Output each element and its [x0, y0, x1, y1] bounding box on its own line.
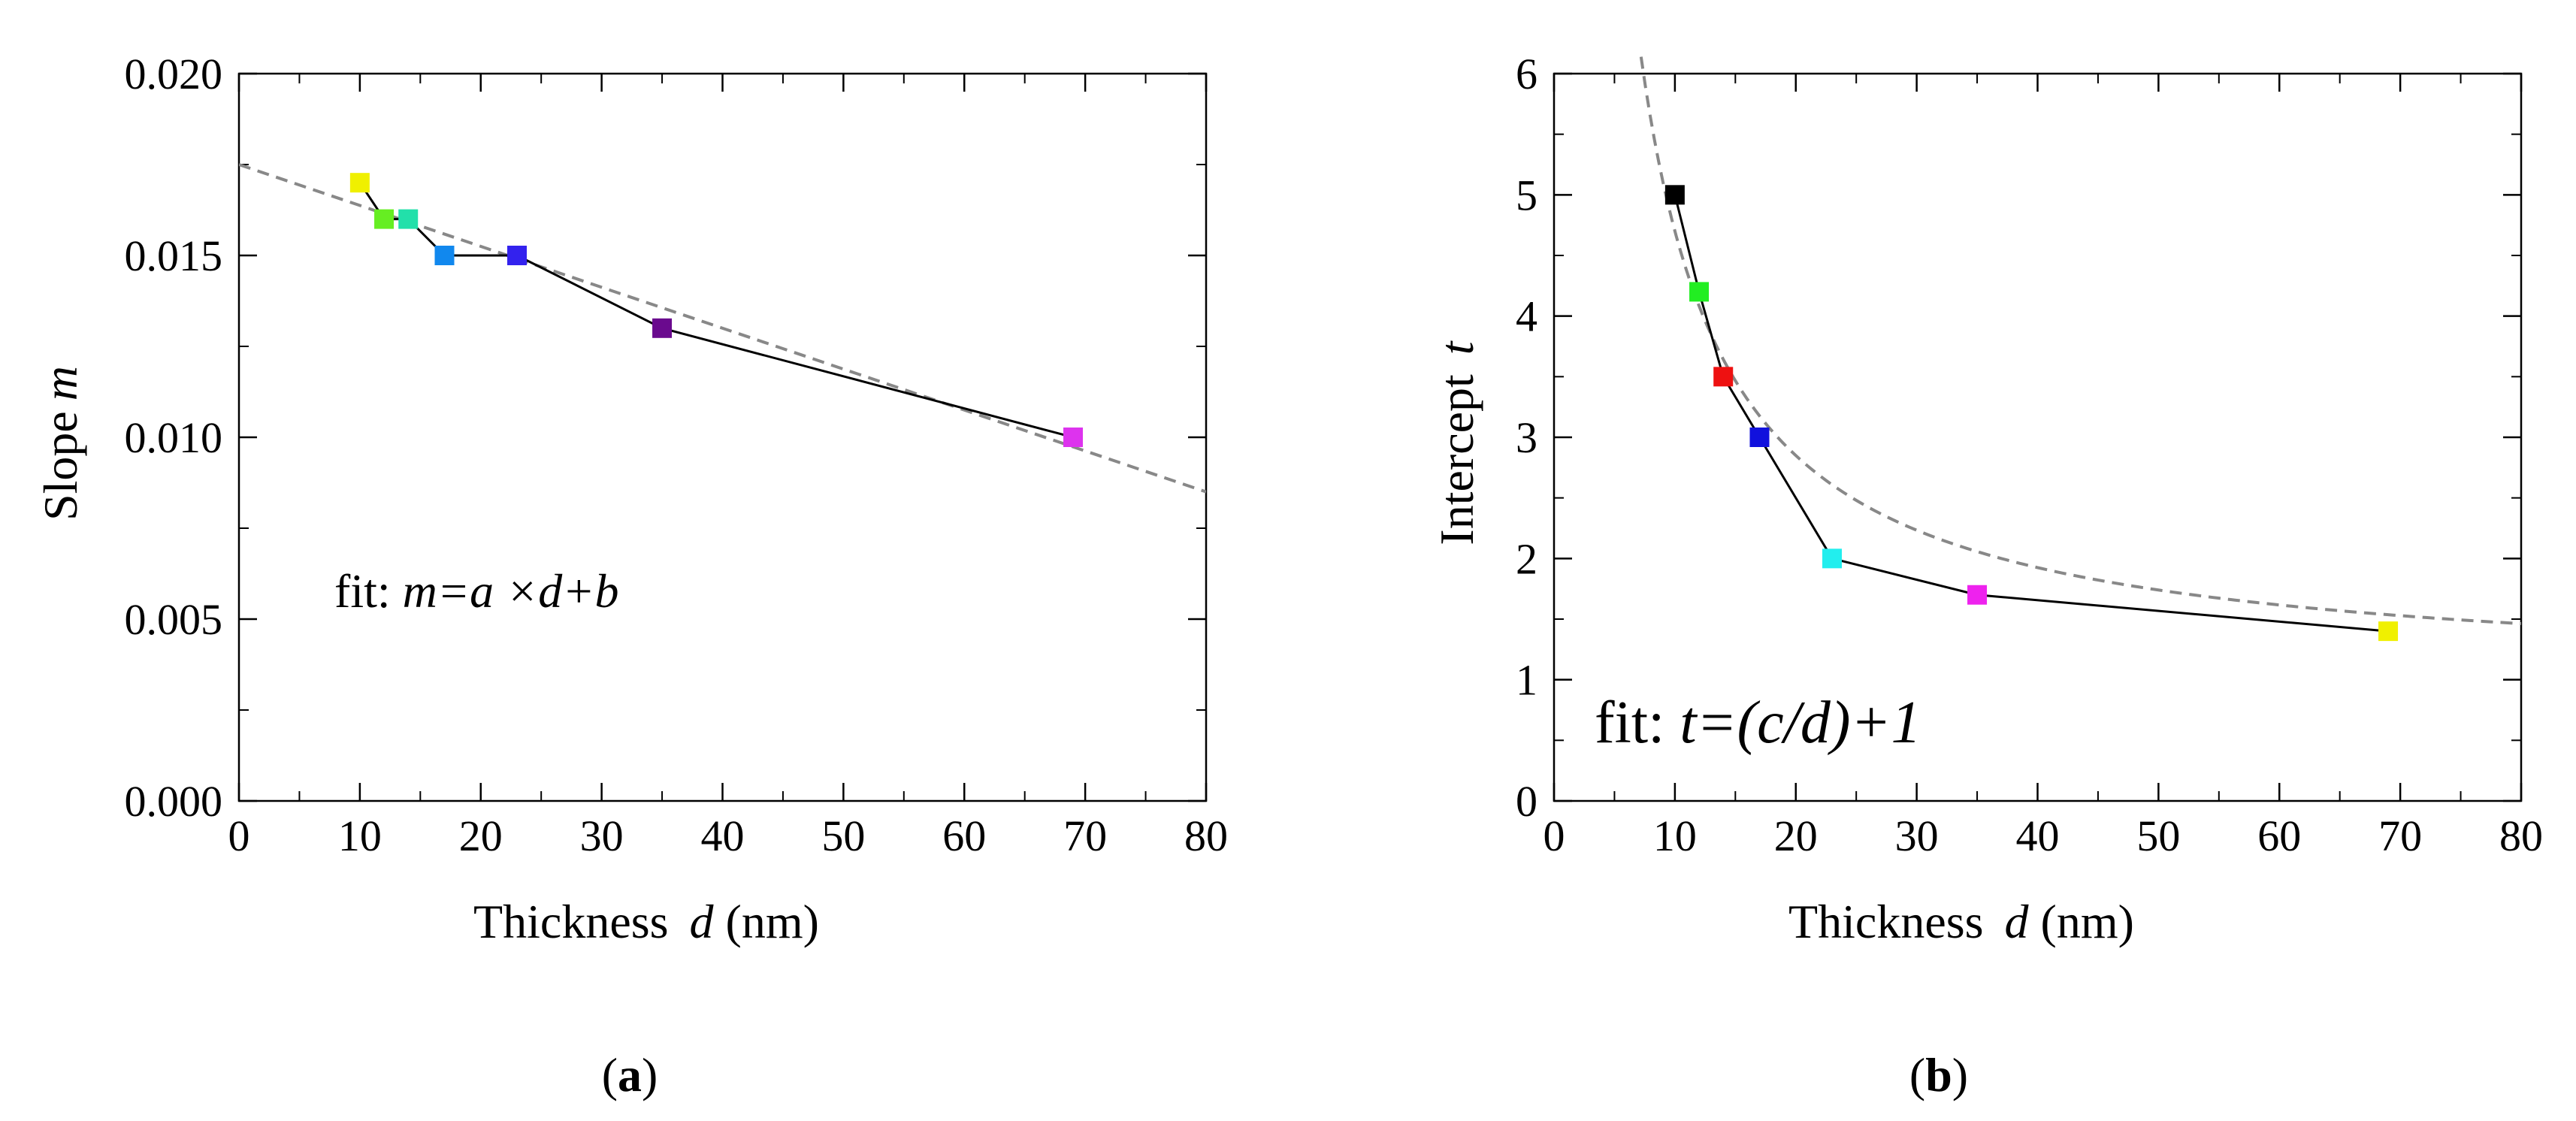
ticks-a: 0 10 20 30 40 50 60 70 80 0.000 0.005 0.010 0.015 0.0… — [125, 50, 1229, 860]
data-point-b — [1713, 367, 1734, 387]
x-axis-label-b: Thickness — [1788, 895, 1984, 948]
x-tick-label-b: 60 — [2257, 811, 2301, 860]
fit-curve-a — [239, 163, 1206, 494]
y-axis-var-a: m — [34, 366, 87, 400]
data-point-b — [1822, 548, 1843, 569]
data-point-a — [507, 246, 528, 265]
marks-a — [239, 163, 1206, 494]
plot-frame-a — [237, 72, 1208, 802]
marks-b — [1639, 56, 2521, 642]
x-axis-unit-b: (nm) — [2041, 895, 2134, 948]
fit-prefix-b: fit: — [1595, 690, 1680, 756]
fit-formula-a: m=a ×d+b — [403, 564, 619, 618]
y-axis-title-b: Intercept t — [1430, 340, 1483, 545]
fit-annotation-b: fit: t=(c/d)+1 — [1595, 690, 1921, 756]
ticks-b: 0 10 20 30 40 50 60 70 80 0 1 2 3 4 5 6 — [1516, 50, 2543, 860]
y-tick-label-a: 0.020 — [125, 50, 223, 98]
data-point-b — [1749, 428, 1770, 447]
caption-a: (a) — [602, 1048, 658, 1101]
fit-annotation-a: fit: m=a ×d+b — [334, 564, 618, 618]
x-tick-label-a: 70 — [1063, 811, 1107, 860]
x-tick-label-a: 30 — [580, 811, 624, 860]
x-tick-label-a: 0 — [228, 811, 250, 860]
x-tick-label-a: 20 — [459, 811, 503, 860]
x-axis-label-a: Thickness — [473, 895, 669, 948]
caption-a-open: ( — [602, 1048, 618, 1101]
fit-curve-b — [1639, 56, 2521, 626]
x-axis-title-b: Thickness d (nm) — [1788, 895, 2134, 948]
data-point-b — [2378, 621, 2399, 642]
x-axis-var-b: d — [2005, 895, 2030, 948]
fit-formula-b: t=(c/d)+1 — [1680, 690, 1921, 756]
panel-a: 0 10 20 30 40 50 60 70 80 0.000 0.005 0.010 0.015 0.0… — [34, 50, 1228, 1101]
data-point-a — [374, 209, 395, 229]
x-tick-label-b: 20 — [1774, 811, 1818, 860]
x-tick-label-a: 10 — [338, 811, 382, 860]
data-point-b — [1967, 585, 1988, 605]
x-axis-title-a: Thickness d (nm) — [473, 895, 819, 948]
data-point-a — [652, 318, 673, 338]
data-point-a — [398, 209, 419, 229]
x-tick-label-a: 40 — [701, 811, 745, 860]
caption-b-letter: b — [1925, 1048, 1952, 1101]
y-axis-label-a: Slope — [34, 411, 87, 521]
x-axis-unit-a: (nm) — [726, 895, 819, 948]
x-tick-label-b: 40 — [2016, 811, 2060, 860]
y-axis-var-b: t — [1430, 340, 1483, 355]
data-point-a — [434, 246, 455, 265]
y-tick-label-b: 4 — [1516, 292, 1537, 341]
data-line-a — [358, 182, 1074, 439]
x-tick-label-b: 50 — [2136, 811, 2180, 860]
data-point-a — [349, 173, 370, 193]
data-line-b — [1673, 194, 2389, 633]
x-tick-label-a: 80 — [1184, 811, 1228, 860]
y-tick-label-a: 0.010 — [125, 413, 223, 462]
fit-prefix-a: fit: — [334, 564, 403, 618]
y-axis-label-b: Intercept — [1430, 374, 1483, 545]
y-tick-label-a: 0.000 — [125, 777, 223, 826]
caption-a-letter: a — [618, 1048, 642, 1101]
y-tick-label-b: 0 — [1516, 777, 1537, 826]
caption-b: (b) — [1909, 1048, 1968, 1101]
data-point-b — [1689, 282, 1710, 302]
x-tick-label-a: 50 — [821, 811, 865, 860]
y-tick-label-b: 5 — [1516, 171, 1537, 219]
y-axis-title-a: Slope m — [34, 366, 87, 521]
caption-b-close: ) — [1952, 1048, 1968, 1101]
caption-b-open: ( — [1909, 1048, 1925, 1101]
x-tick-label-b: 10 — [1653, 811, 1697, 860]
x-axis-var-a: d — [690, 895, 715, 948]
x-tick-label-b: 70 — [2378, 811, 2422, 860]
x-tick-label-b: 80 — [2499, 811, 2543, 860]
y-tick-label-b: 3 — [1516, 413, 1537, 462]
y-tick-label-b: 6 — [1516, 50, 1537, 98]
x-tick-label-b: 30 — [1895, 811, 1939, 860]
y-tick-label-b: 1 — [1516, 656, 1537, 705]
y-tick-label-a: 0.005 — [125, 595, 223, 644]
x-tick-label-b: 0 — [1543, 811, 1565, 860]
y-tick-label-b: 2 — [1516, 534, 1537, 583]
x-tick-label-a: 60 — [942, 811, 986, 860]
data-point-a — [1063, 428, 1084, 447]
caption-a-close: ) — [642, 1048, 658, 1101]
y-tick-label-a: 0.015 — [125, 231, 223, 280]
data-point-b — [1664, 185, 1685, 205]
